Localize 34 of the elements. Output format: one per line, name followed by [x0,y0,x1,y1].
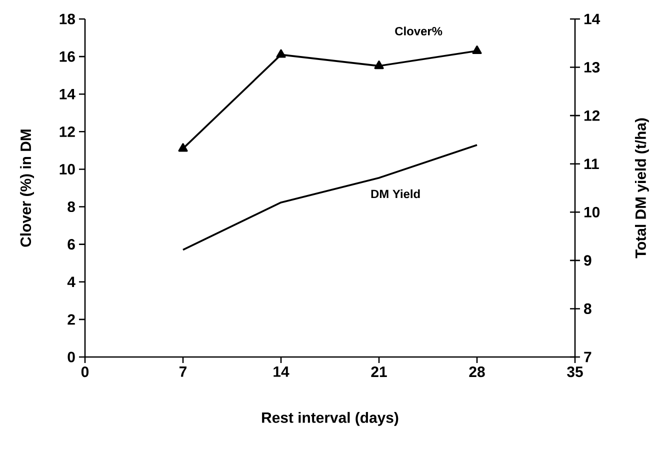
y-tick-label: 10 [60,164,75,175]
y2-tick-label: 11 [584,158,599,169]
y-tick-label: 16 [60,51,75,62]
y-tick-label: 4 [67,276,76,288]
x-tick-label: 0 [81,366,89,378]
y-tick-label: 14 [60,88,76,100]
y-tick-label: 2 [68,314,75,325]
y2-tick-label: 8 [584,303,592,314]
y-tick-label: 18 [60,14,76,24]
y2-tick-label: 7 [584,352,592,362]
y2-tick-label: 9 [584,255,592,266]
series-label: Clover% [395,26,442,36]
x-tick-label: 35 [567,366,583,378]
y-tick-label: 8 [68,201,76,212]
y2-tick-label: 14 [584,14,600,24]
y2-tick-label: 13 [584,62,600,73]
series-label: DM Yield [371,189,420,198]
x-tick-label: 21 [371,366,387,377]
point [276,49,286,58]
x-tick-label: 7 [179,366,186,377]
point [374,60,384,70]
point [178,143,188,152]
y-tick-label: 0 [68,352,75,362]
y-tick-label: 6 [68,239,75,250]
line-series [182,144,478,251]
y-tick-label: 12 [60,126,75,137]
y2-tick-label: 12 [584,110,600,121]
y2-axis-title: Total DM yield (t/ha) [634,118,649,258]
x-tick-label: 14 [274,366,290,377]
y2-tick-label: 10 [584,206,600,218]
x-tick-label: 28 [469,366,485,378]
x-axis-title: Rest interval (days) [262,412,398,426]
y-axis-title: Clover (%) in DM [20,130,34,247]
point [472,46,482,54]
